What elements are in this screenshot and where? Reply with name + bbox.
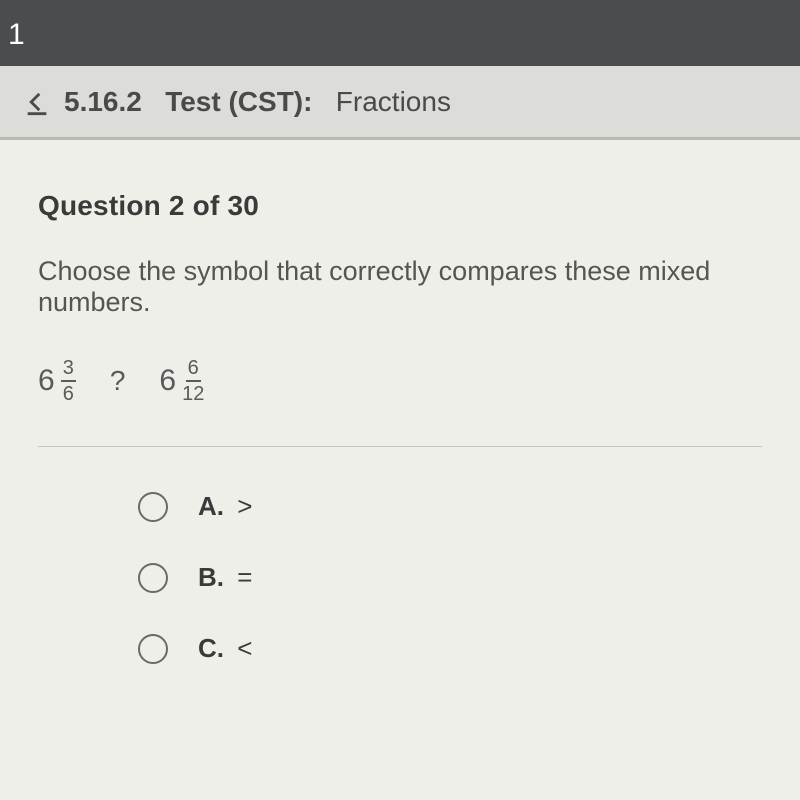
right-denominator: 12 (182, 382, 204, 404)
question-header: Question 2 of 30 (38, 190, 762, 222)
left-mixed-number: 6 3 6 (38, 358, 76, 404)
header-bar: 1 (0, 0, 800, 66)
answer-options: A. > B. = C. < (38, 491, 762, 664)
title-bar: 5.16.2 Test (CST): Fractions (0, 66, 800, 140)
left-denominator: 6 (63, 382, 74, 404)
radio-icon[interactable] (138, 563, 168, 593)
left-fraction: 3 6 (61, 358, 76, 404)
left-whole: 6 (38, 364, 55, 398)
header-number: 1 (8, 18, 25, 52)
question-prompt: Choose the symbol that correctly compare… (38, 256, 762, 318)
right-mixed-number: 6 6 12 (159, 358, 204, 404)
question-panel: Question 2 of 30 Choose the symbol that … (0, 140, 800, 800)
option-b-letter: B. (198, 562, 224, 592)
test-label: Test (CST): (165, 86, 312, 117)
option-a-letter: A. (198, 491, 224, 521)
back-icon[interactable] (22, 87, 52, 117)
option-a[interactable]: A. > (138, 491, 762, 522)
right-numerator: 6 (186, 358, 201, 382)
radio-icon[interactable] (138, 492, 168, 522)
option-c-symbol: < (237, 633, 252, 663)
left-numerator: 3 (61, 358, 76, 382)
option-a-text: A. > (198, 491, 252, 522)
right-whole: 6 (159, 364, 176, 398)
expression-row: 6 3 6 ? 6 6 12 (38, 358, 762, 404)
divider (38, 446, 762, 447)
right-fraction: 6 12 (182, 358, 204, 404)
option-b-text: B. = (198, 562, 252, 593)
option-c[interactable]: C. < (138, 633, 762, 664)
option-c-text: C. < (198, 633, 252, 664)
option-a-symbol: > (237, 491, 252, 521)
comparison-placeholder: ? (110, 365, 126, 397)
option-b[interactable]: B. = (138, 562, 762, 593)
test-title: 5.16.2 Test (CST): Fractions (64, 86, 451, 118)
option-b-symbol: = (237, 562, 252, 592)
test-subject: Fractions (336, 86, 451, 117)
radio-icon[interactable] (138, 634, 168, 664)
option-c-letter: C. (198, 633, 224, 663)
section-number: 5.16.2 (64, 86, 142, 117)
